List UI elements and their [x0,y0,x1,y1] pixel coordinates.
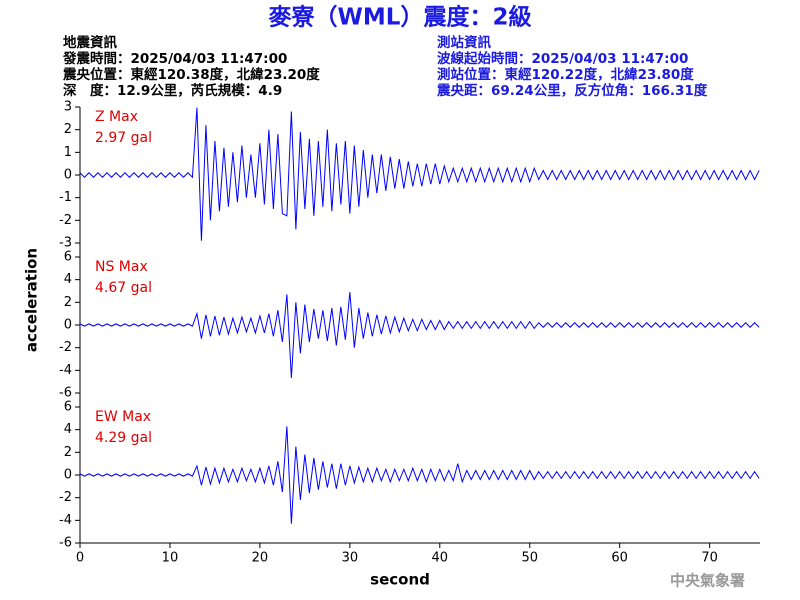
chart-title: 麥寮（WML）震度：2級 [268,4,532,31]
x-tick-label: 20 [252,551,269,566]
y-tick-label: -4 [59,513,72,528]
x-tick-label: 70 [701,551,718,566]
y-tick-label: 4 [64,422,72,437]
credit: 中央氣象署 [670,572,745,590]
y-tick-label: 2 [64,295,72,310]
series-annotation: 4.67 gal [95,280,152,296]
waveform [79,426,760,524]
series-annotation: 4.29 gal [95,430,152,446]
info-left: 震央位置：東經120.38度，北緯23.20度 [62,66,320,83]
x-tick-label: 0 [76,551,84,566]
info-right: 波線起始時間：2025/04/03 11:47:00 [437,50,688,67]
y-tick-label: 0 [64,168,72,183]
info-left: 深 度：12.9公里，芮氏規模：4.9 [63,82,282,99]
info-right: 測站位置：東經120.22度，北緯23.80度 [437,66,694,83]
y-tick-label: 2 [64,122,72,137]
y-tick-label: -3 [59,236,72,251]
y-tick-label: 4 [64,272,72,287]
y-tick-label: -6 [59,386,72,401]
x-tick-label: 60 [611,551,628,566]
y-tick-label: 0 [64,318,72,333]
x-tick-label: 40 [432,551,449,566]
y-tick-label: 6 [64,250,72,265]
series-annotation: 2.97 gal [95,130,152,146]
waveform [79,107,760,241]
y-tick-label: -2 [59,490,72,505]
y-tick-label: 6 [64,400,72,415]
y-tick-label: 2 [64,445,72,460]
y-tick-label: -6 [59,536,72,551]
info-right: 震央距：69.24公里，反方位角：166.31度 [436,82,708,99]
x-tick-label: 10 [162,551,179,566]
y-tick-label: 1 [64,145,72,160]
series-name: Z Max [95,109,138,125]
y-tick-label: 3 [64,100,72,115]
x-axis-label: second [370,571,430,589]
y-tick-label: -2 [59,340,72,355]
y-tick-label: -2 [59,213,72,228]
y-tick-label: -4 [59,363,72,378]
info-left: 發震時間：2025/04/03 11:47:00 [62,50,287,67]
y-axis-label: acceleration [23,248,41,352]
y-tick-label: 0 [64,468,72,483]
x-tick-label: 30 [342,551,359,566]
x-tick-label: 50 [521,551,538,566]
series-name: NS Max [95,259,148,275]
y-tick-label: -1 [59,190,72,205]
waveform [79,292,760,378]
series-name: EW Max [95,409,151,425]
info-right: 測站資訊 [437,34,491,51]
info-left: 地震資訊 [63,34,117,51]
